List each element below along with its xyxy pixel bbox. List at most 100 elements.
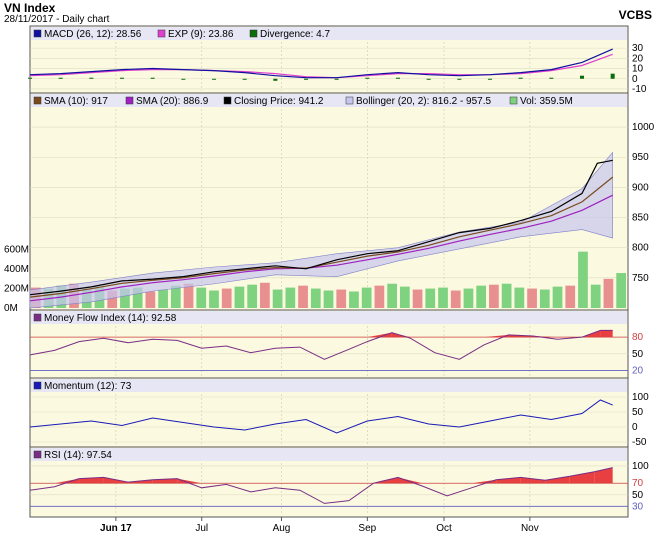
price-panel	[29, 92, 629, 311]
divergence-bar	[549, 77, 554, 79]
price-legend-swatch	[33, 96, 42, 105]
divergence-bar	[457, 78, 462, 80]
rsi-ytick-label: 70	[632, 478, 644, 489]
sma10-line	[29, 176, 614, 298]
divergence-bar	[58, 77, 63, 79]
price-legend-swatch	[509, 96, 518, 105]
mfi-ytick-label: 50	[632, 349, 644, 360]
macd-legend-bar	[31, 27, 627, 40]
divergence-bar	[426, 78, 431, 80]
volume-bar	[107, 290, 118, 308]
mfi-legend-bar	[31, 311, 627, 324]
price-legend-label: Closing Price: 941.2	[234, 96, 324, 107]
volume-bar	[247, 284, 258, 308]
volume-bar	[616, 273, 626, 308]
x-tick-label: Jul	[195, 523, 208, 534]
volume-bar	[158, 289, 168, 308]
mfi-line	[29, 329, 613, 360]
rsi-overbought-area	[471, 479, 497, 484]
macd-legend-label: MACD (26, 12): 28.56	[44, 29, 142, 40]
volume-bar	[387, 283, 397, 308]
volume-tick-label: 200M	[4, 284, 29, 295]
price-ytick-label: 750	[632, 273, 649, 284]
volume-bar	[450, 290, 461, 308]
volume-bar	[209, 290, 219, 308]
momentum-line	[29, 399, 613, 434]
volume-bar	[349, 291, 359, 308]
rsi-line	[29, 467, 613, 504]
rsi-overbought-area	[177, 478, 202, 484]
macd-ytick-label: 0	[632, 74, 638, 85]
price-ytick-label: 950	[632, 152, 649, 163]
rsi-legend-label: RSI (14): 97.54	[44, 450, 112, 461]
price-ytick-label: 850	[632, 213, 649, 224]
volume-tick-label: 400M	[4, 264, 29, 275]
volume-bar	[565, 285, 576, 308]
price-legend-swatch	[125, 96, 134, 105]
volume-bar	[590, 284, 601, 308]
macd-legend-label: Divergence: 4.7	[260, 29, 330, 40]
volume-bar	[260, 282, 270, 308]
mfi-overbought-area	[367, 332, 392, 338]
price-legend-label: SMA (10): 917	[44, 96, 108, 107]
volume-bar	[476, 285, 487, 308]
volume-bar	[539, 289, 550, 308]
macd-legend-swatch	[249, 29, 258, 38]
momentum-legend-bar	[31, 379, 627, 392]
price-ytick-label: 1000	[632, 122, 655, 133]
x-tick-label: Aug	[273, 523, 291, 534]
divergence-bar	[89, 77, 94, 79]
volume-bar	[298, 285, 308, 308]
momentum-legend-swatch	[33, 381, 42, 390]
volume-bar	[234, 286, 245, 308]
mfi-overbought-area	[600, 330, 613, 338]
momentum-legend-label: Momentum (12): 73	[44, 381, 132, 392]
x-tick-label: Sep	[358, 523, 376, 534]
volume-bar	[514, 287, 525, 308]
mfi-ytick-label: 80	[632, 332, 644, 343]
divergence-bar	[518, 77, 523, 79]
momentum-ytick-label: 100	[632, 392, 649, 403]
price-legend-label: SMA (20): 886.9	[136, 96, 209, 107]
divergence-bar	[580, 75, 584, 79]
volume-tick-label: 600M	[4, 245, 29, 256]
divergence-bar	[181, 78, 186, 80]
divergence-bar	[212, 78, 216, 80]
divergence-bar	[120, 77, 124, 79]
divergence-bar	[304, 78, 308, 80]
divergence-bar	[365, 77, 370, 79]
volume-bar	[374, 285, 385, 308]
divergence-bar	[242, 78, 247, 80]
close-price-line	[29, 159, 613, 296]
mfi-legend-swatch	[33, 313, 42, 322]
mfi-ytick-label: 20	[632, 365, 644, 376]
macd-ytick-label: -10	[632, 84, 647, 95]
price-legend-swatch	[223, 96, 232, 105]
divergence-bar	[334, 78, 339, 80]
volume-bar	[170, 285, 181, 308]
rsi-overbought-area	[594, 467, 613, 484]
macd-ytick-label: 20	[632, 53, 644, 64]
brand-label: VCBS	[618, 8, 652, 22]
chart-title: VN Index	[4, 1, 56, 15]
rsi-legend-bar	[31, 448, 627, 461]
volume-bar	[438, 287, 448, 308]
volume-bar	[603, 278, 614, 308]
volume-bar	[323, 290, 334, 308]
volume-bar	[501, 283, 512, 308]
price-ytick-label: 900	[632, 182, 649, 193]
rsi-ytick-label: 30	[632, 501, 644, 512]
price-legend-bar	[31, 94, 627, 107]
volume-bar	[399, 286, 410, 308]
divergence-bar	[488, 78, 492, 80]
rsi-overbought-area	[520, 477, 546, 484]
divergence-bar	[150, 77, 155, 79]
macd-ytick-label: 10	[632, 64, 644, 75]
volume-bar	[183, 283, 194, 308]
volume-bar	[120, 288, 130, 308]
volume-bar	[285, 287, 296, 308]
volume-bar	[132, 287, 143, 308]
sma20-line	[29, 194, 613, 302]
chart-subtitle: 28/11/2017 - Daily chart	[4, 14, 110, 25]
